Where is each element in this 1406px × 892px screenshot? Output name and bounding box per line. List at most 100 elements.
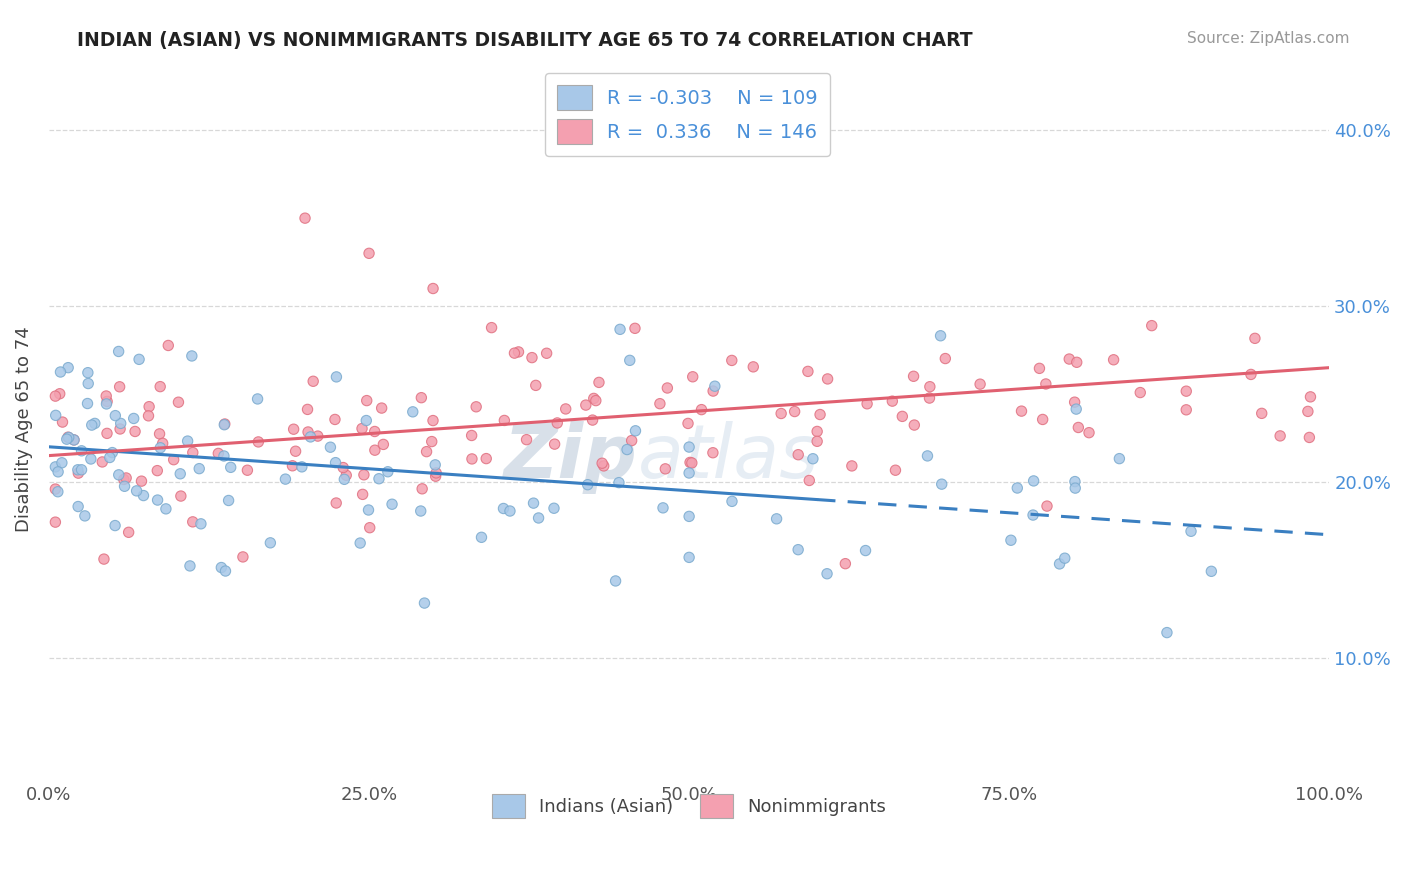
Point (931, 477, 953, 491)
Point (188, 461, 211, 475)
Point (616, 442, 638, 457)
Point (107, 344, 129, 359)
Point (96, 397, 118, 411)
Point (73, 508, 96, 523)
Point (112, 473, 135, 487)
Point (259, 536, 281, 550)
Point (679, 455, 702, 469)
Point (319, 440, 342, 454)
Point (114, 479, 136, 493)
Point (657, 381, 679, 395)
Point (212, 449, 235, 463)
Point (411, 482, 433, 496)
Point (307, 429, 329, 443)
Point (138, 409, 160, 423)
Point (122, 411, 145, 425)
Point (70, 443, 93, 458)
Point (56, 360, 79, 375)
Point (70, 463, 93, 477)
Point (1053, 551, 1076, 566)
Point (703, 379, 725, 393)
Point (167, 395, 190, 409)
Point (377, 465, 399, 479)
Point (903, 369, 925, 384)
Point (903, 418, 925, 433)
Point (325, 496, 347, 510)
Point (917, 449, 939, 463)
Point (503, 346, 526, 360)
Point (783, 404, 806, 418)
Point (787, 448, 810, 462)
Point (492, 501, 515, 516)
Point (325, 456, 347, 470)
Point (678, 466, 700, 480)
Point (108, 422, 131, 436)
Point (413, 596, 436, 610)
Point (219, 460, 242, 475)
Point (797, 364, 820, 378)
Point (1067, 420, 1090, 434)
Point (918, 380, 941, 394)
Point (494, 413, 516, 427)
Point (543, 501, 565, 516)
Point (1063, 395, 1085, 409)
Point (575, 398, 598, 412)
Point (44, 459, 66, 474)
Point (46, 484, 69, 499)
Point (83, 417, 105, 431)
Point (332, 460, 354, 475)
Point (218, 493, 240, 508)
Point (370, 401, 392, 415)
Point (1078, 425, 1101, 440)
Point (1180, 524, 1202, 539)
Point (48, 386, 70, 401)
Point (149, 441, 172, 455)
Legend: Indians (Asian), Nonimmigrants: Indians (Asian), Nonimmigrants (485, 787, 893, 825)
Point (461, 451, 484, 466)
Point (180, 349, 202, 363)
Point (806, 434, 828, 449)
Point (45, 409, 67, 423)
Point (648, 397, 671, 411)
Point (104, 518, 127, 533)
Point (576, 477, 599, 491)
Point (554, 401, 576, 416)
Point (350, 421, 373, 435)
Point (181, 445, 204, 459)
Point (138, 400, 160, 414)
Point (588, 376, 610, 390)
Point (232, 549, 254, 564)
Point (969, 377, 991, 392)
Point (77, 376, 100, 391)
Point (359, 521, 381, 535)
Point (676, 417, 699, 431)
Point (299, 430, 322, 444)
Point (1268, 429, 1291, 443)
Point (1108, 451, 1130, 466)
Point (335, 468, 357, 483)
Point (1201, 564, 1223, 578)
Point (609, 322, 631, 336)
Point (281, 458, 304, 473)
Point (465, 400, 488, 414)
Point (169, 467, 191, 481)
Point (817, 372, 839, 386)
Point (652, 500, 675, 515)
Point (118, 525, 141, 540)
Point (806, 425, 828, 439)
Point (702, 446, 724, 460)
Point (425, 469, 447, 483)
Point (882, 394, 904, 409)
Point (422, 281, 444, 295)
Point (236, 463, 259, 477)
Point (368, 472, 391, 486)
Point (527, 511, 550, 525)
Point (1298, 430, 1320, 444)
Point (214, 417, 236, 431)
Point (349, 536, 371, 550)
Point (76, 396, 98, 410)
Point (1140, 318, 1163, 333)
Point (1175, 384, 1198, 399)
Point (110, 417, 132, 431)
Point (207, 446, 229, 460)
